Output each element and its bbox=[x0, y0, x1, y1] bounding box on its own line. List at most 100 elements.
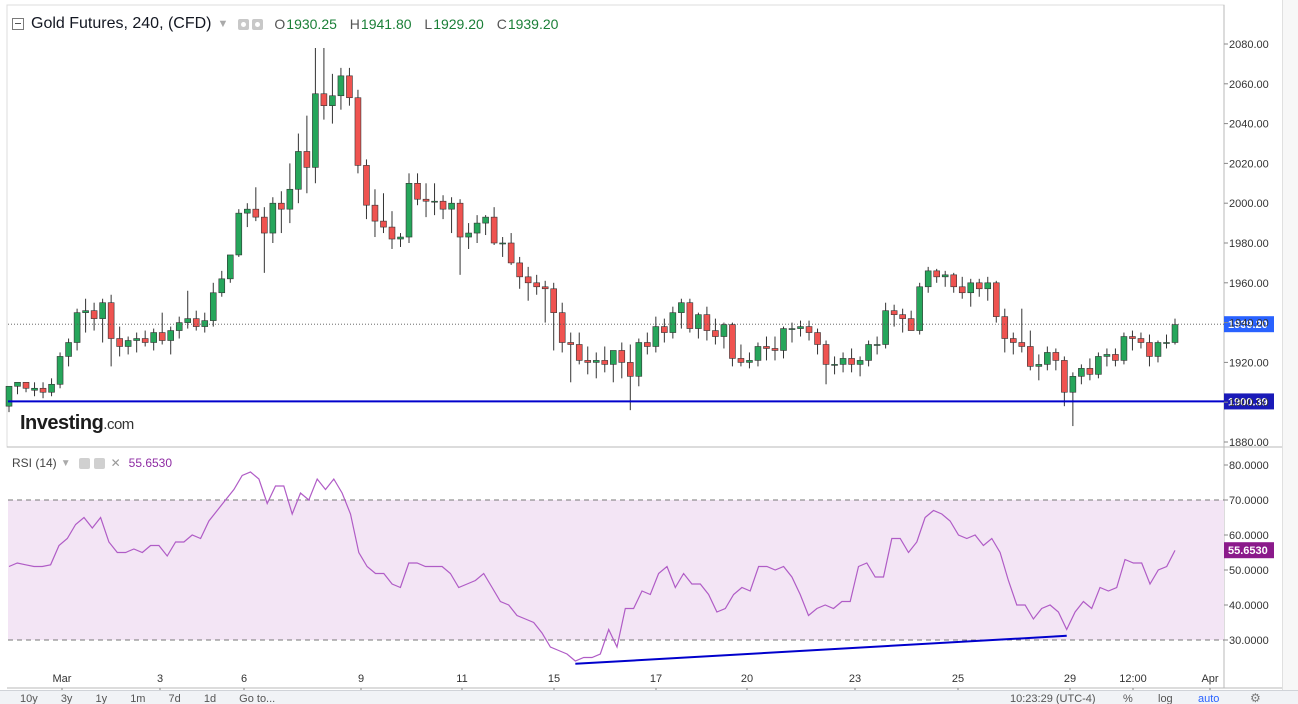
candle bbox=[1095, 352, 1102, 379]
log-toggle[interactable]: log bbox=[1158, 693, 1173, 704]
rsi-title[interactable]: RSI (14) bbox=[12, 456, 57, 470]
candle bbox=[507, 233, 515, 265]
candle bbox=[941, 270, 949, 287]
candle-body-up bbox=[635, 342, 643, 377]
candle-body-down bbox=[805, 326, 813, 333]
candle-body-down bbox=[644, 342, 651, 347]
candle-body-up bbox=[499, 242, 506, 245]
candle-body-up bbox=[797, 326, 804, 329]
candle bbox=[320, 47, 328, 120]
rsi-value-label: 55.6530 bbox=[1228, 545, 1268, 557]
rsi-line bbox=[8, 471, 1176, 662]
candle bbox=[31, 382, 38, 397]
candle-body-up bbox=[984, 282, 992, 290]
candle bbox=[141, 330, 149, 347]
candle bbox=[524, 266, 532, 301]
candle-body-down bbox=[848, 358, 855, 365]
candle-body-up bbox=[473, 222, 481, 234]
candle-body-down bbox=[1137, 338, 1145, 343]
candle bbox=[754, 342, 762, 367]
candle-body-up bbox=[227, 254, 234, 280]
candle bbox=[635, 338, 643, 387]
candle-body-down bbox=[1112, 354, 1119, 361]
candle bbox=[65, 338, 72, 367]
range-1m[interactable]: 1m bbox=[130, 693, 146, 704]
range-7d[interactable]: 7d bbox=[168, 693, 181, 704]
rsi-pane[interactable]: 55.6530 bbox=[8, 471, 1274, 665]
candle-body-down bbox=[141, 338, 149, 343]
eye-icon[interactable] bbox=[78, 457, 90, 469]
candle-body-up bbox=[695, 314, 702, 329]
candle-body-up bbox=[1154, 342, 1162, 357]
close-icon[interactable]: ✕ bbox=[110, 456, 121, 470]
chevron-down-icon[interactable]: ▼ bbox=[217, 18, 229, 30]
candle bbox=[90, 302, 98, 331]
candle-body-up bbox=[746, 360, 753, 363]
chevron-down-icon[interactable]: ▼ bbox=[60, 457, 71, 469]
symbol-title[interactable]: Gold Futures, 240, (CFD) bbox=[31, 15, 212, 32]
settings-gear-icon[interactable]: ⚙ bbox=[1250, 691, 1261, 704]
candle bbox=[1018, 308, 1026, 353]
candle bbox=[831, 356, 838, 375]
candle-body-down bbox=[252, 208, 260, 218]
candle bbox=[848, 348, 855, 373]
candle bbox=[192, 310, 200, 331]
price-pane[interactable]: 1939.20 1900.39 bbox=[5, 47, 1274, 427]
candle-body-up bbox=[1044, 352, 1051, 365]
ohlc-values: O1930.25 H1941.80 L1929.20 C1939.20 bbox=[274, 16, 567, 32]
candle-body-up bbox=[448, 202, 455, 210]
candle-body-up bbox=[873, 344, 881, 346]
candle bbox=[397, 233, 404, 247]
candle bbox=[584, 346, 592, 375]
candle-body-down bbox=[814, 332, 821, 345]
candle-body-down bbox=[661, 326, 668, 333]
auto-toggle[interactable]: auto bbox=[1198, 693, 1220, 704]
candle bbox=[729, 322, 736, 367]
percent-toggle[interactable]: % bbox=[1123, 693, 1133, 704]
candle-body-up bbox=[48, 383, 55, 393]
time-tick-label: 20 bbox=[741, 673, 753, 685]
range-1y[interactable]: 1y bbox=[95, 693, 108, 704]
candle bbox=[618, 342, 626, 379]
price-tick-label: 1900.00 bbox=[1229, 397, 1269, 409]
candle bbox=[48, 378, 55, 397]
gear-icon[interactable] bbox=[252, 18, 264, 30]
candle bbox=[984, 276, 992, 301]
price-tick-label: 1980.00 bbox=[1229, 238, 1269, 250]
candle-body-down bbox=[192, 318, 200, 327]
gear-icon[interactable] bbox=[93, 457, 105, 469]
rsi-tick-label: 70.0000 bbox=[1229, 495, 1269, 507]
time-tick-label: 6 bbox=[241, 673, 247, 685]
rsi-band bbox=[8, 500, 1224, 640]
candle bbox=[490, 207, 498, 245]
candle bbox=[371, 189, 379, 238]
candle bbox=[652, 316, 660, 353]
candle bbox=[1120, 332, 1128, 365]
symbol-legend: Gold Futures, 240, (CFD) ▼ O1930.25 H194… bbox=[12, 14, 567, 34]
candle bbox=[712, 318, 719, 345]
range-10y[interactable]: 10y bbox=[20, 693, 38, 704]
range-1d[interactable]: 1d bbox=[203, 693, 217, 704]
range-3y[interactable]: 3y bbox=[60, 693, 73, 704]
goto-button[interactable]: Go to... bbox=[239, 693, 276, 704]
candle-body-up bbox=[184, 318, 192, 323]
candle bbox=[1163, 334, 1170, 349]
candle-body-up bbox=[286, 188, 294, 210]
candle bbox=[269, 197, 277, 243]
eye-icon[interactable] bbox=[238, 18, 250, 30]
time-tick-label: 23 bbox=[849, 673, 861, 685]
current-price-label-box bbox=[1224, 316, 1274, 333]
candle-body-up bbox=[175, 322, 183, 331]
collapse-icon[interactable] bbox=[12, 18, 24, 30]
rsi-tick-label: 30.0000 bbox=[1229, 635, 1269, 647]
ohlc-open: O1930.25 bbox=[274, 16, 337, 32]
candle bbox=[1010, 332, 1017, 355]
candle bbox=[133, 332, 140, 353]
candle bbox=[686, 298, 694, 333]
candle bbox=[99, 298, 106, 343]
candle-body-up bbox=[924, 270, 932, 288]
clock[interactable]: 10:23:29 (UTC-4) bbox=[1010, 693, 1096, 704]
candle bbox=[1044, 346, 1051, 371]
candle-body-down bbox=[490, 216, 498, 244]
